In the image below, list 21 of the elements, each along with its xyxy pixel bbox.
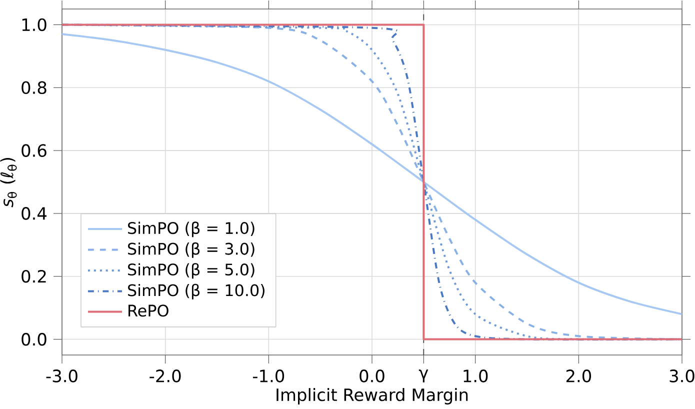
y-tick-label: 1.0	[22, 18, 46, 32]
x-tick-label: -3.0	[46, 370, 78, 382]
x-tick-label: γ	[418, 370, 428, 382]
y-axis-title: s$_{θ}$ (ℓ$_{θ}$)	[0, 158, 17, 208]
x-tick-label: 1.0	[464, 370, 488, 382]
legend-label: SimPO (β = 1.0)	[128, 222, 254, 238]
x-tick-label: 3.0	[670, 370, 694, 382]
x-tick-label: 2.0	[566, 370, 592, 382]
x-tick-label: -2.0	[150, 370, 181, 382]
x-tick-label: 0.0	[360, 370, 384, 382]
legend-label: SimPO (β = 5.0)	[128, 263, 254, 279]
x-axis-title: Implicit Reward Margin	[276, 388, 468, 404]
y-tick-label: 0.4	[22, 207, 46, 220]
y-tick-label: 0.2	[22, 270, 46, 283]
y-tick-label: 0.0	[22, 332, 46, 346]
y-tick-label: 0.6	[22, 144, 46, 157]
legend-label: RePO	[128, 304, 168, 317]
legend-label: SimPO (β = 3.0)	[128, 242, 254, 258]
y-tick-label: 0.8	[22, 81, 46, 94]
legend-label: SimPO (β = 10.0)	[128, 284, 264, 300]
x-tick-label: -1.0	[252, 370, 284, 382]
